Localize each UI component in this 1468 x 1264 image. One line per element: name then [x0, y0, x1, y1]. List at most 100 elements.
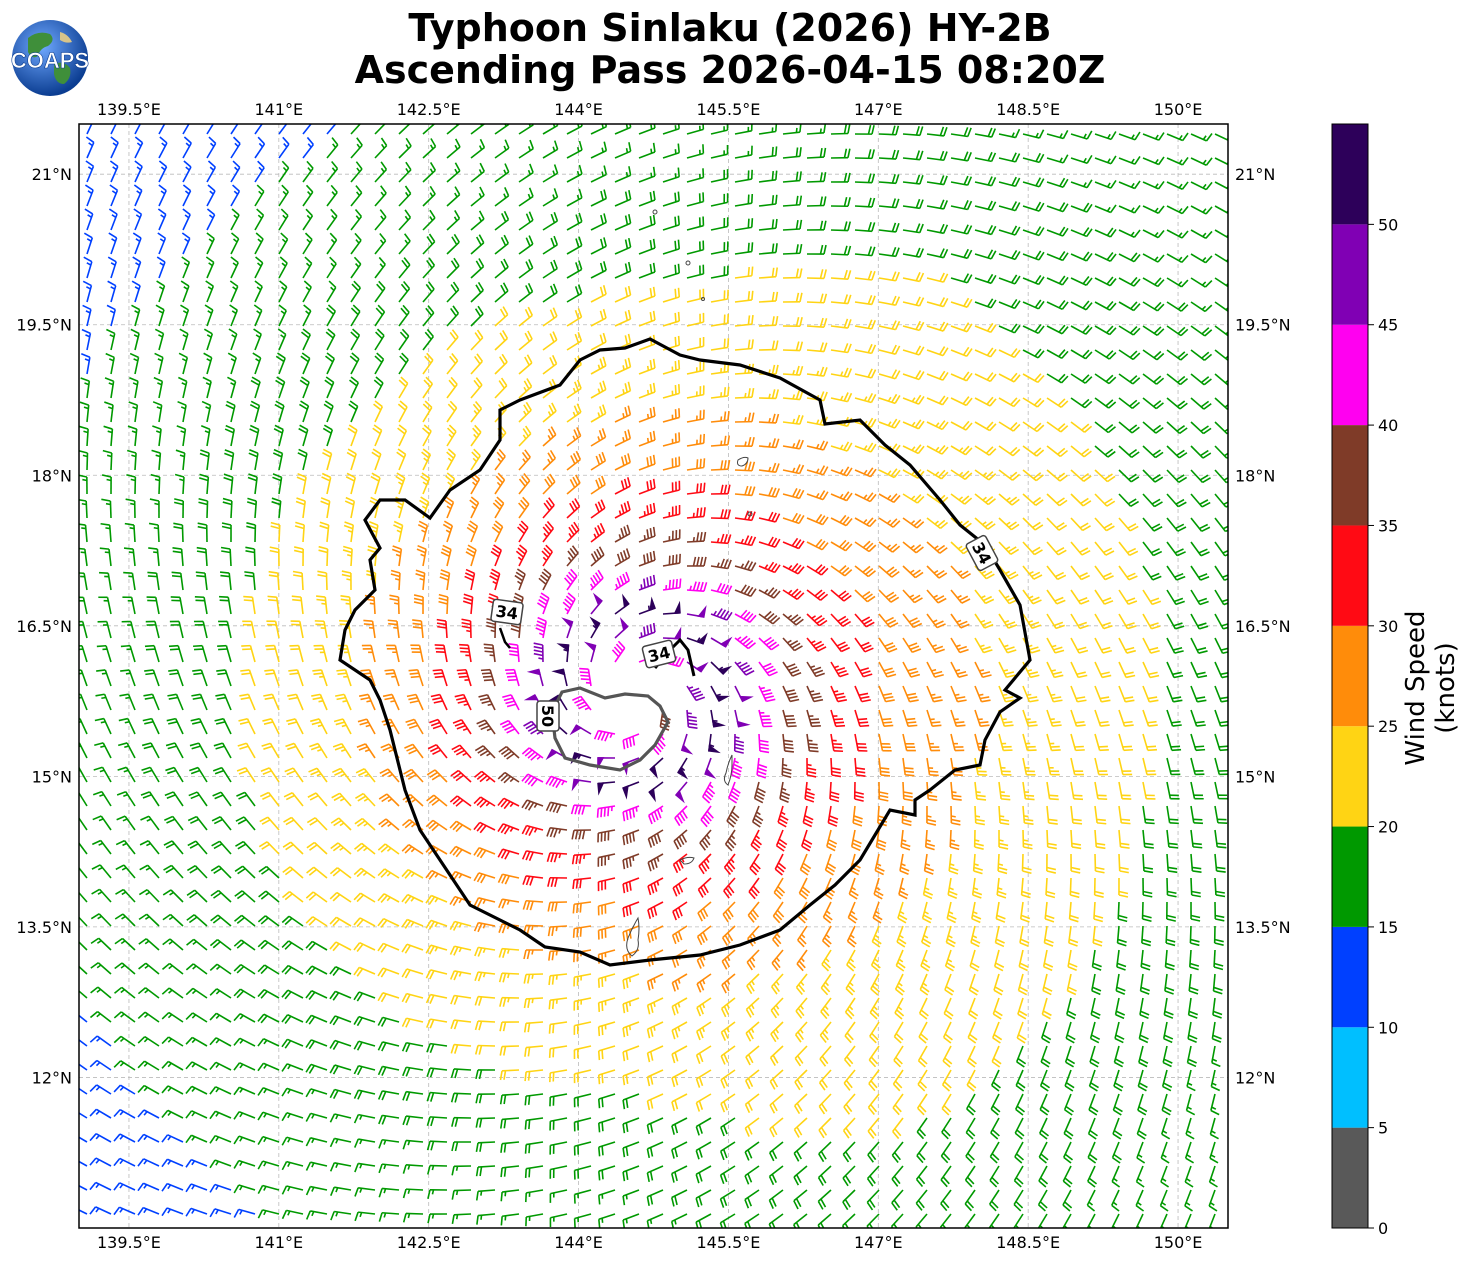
- wind-barb: [671, 1045, 688, 1064]
- wind-barb: [350, 232, 362, 255]
- wind-barb: [782, 292, 803, 303]
- wind-barb: [926, 709, 942, 727]
- wind-barb: [806, 465, 829, 476]
- wind-barb: [422, 305, 435, 327]
- wind-barb: [964, 1189, 976, 1212]
- axis-ticks: 139.5°E139.5°E141°E141°E142.5°E142.5°E14…: [16, 100, 1290, 1252]
- wind-barb: [456, 668, 472, 687]
- wind-barb: [1142, 829, 1154, 849]
- wind-barb: [921, 925, 932, 948]
- wind-barb: [541, 544, 553, 567]
- wind-barb: [244, 571, 256, 591]
- wind-barb: [494, 210, 510, 231]
- wind-barb: [164, 791, 184, 807]
- wind-barb: [1189, 925, 1200, 947]
- wind-barb: [79, 866, 88, 879]
- wind-barb: [518, 354, 533, 375]
- wind-barb: [871, 925, 882, 948]
- wind-barb: [206, 208, 216, 231]
- wind-barb: [622, 1189, 640, 1206]
- wind-barb: [998, 128, 1021, 139]
- wind-barb: [782, 637, 803, 652]
- wind-barb: [756, 757, 768, 779]
- wind-barb: [758, 291, 779, 303]
- wind-barb: [521, 799, 544, 811]
- wind-barb: [302, 256, 313, 279]
- wind-barb: [374, 161, 388, 183]
- colorbar-tick-label: 5: [1378, 1119, 1388, 1138]
- wind-barb: [1214, 325, 1228, 337]
- wind-barb: [590, 308, 607, 327]
- wind-barb: [1046, 781, 1059, 801]
- wind-barb: [1159, 1189, 1169, 1212]
- wind-barb: [1022, 421, 1045, 433]
- wind-barb: [797, 925, 808, 948]
- wind-barb: [1067, 949, 1078, 971]
- wind-barb: [95, 693, 112, 711]
- wind-barb: [518, 378, 533, 399]
- wind-barb: [116, 790, 136, 807]
- wind-barb: [974, 396, 997, 407]
- wind-barb: [998, 661, 1016, 679]
- wind-barb: [915, 1213, 928, 1228]
- wind-barb: [1188, 973, 1199, 995]
- wind-barb: [1022, 829, 1033, 850]
- wind-barb: [1142, 373, 1165, 385]
- wind-barb: [998, 323, 1021, 334]
- wind-barb: [329, 1113, 352, 1123]
- wind-barb: [397, 400, 408, 423]
- wind-barb: [782, 390, 804, 401]
- wind-barb: [1070, 589, 1090, 605]
- wind-barb: [542, 283, 558, 303]
- wind-barb: [733, 733, 745, 754]
- wind-barb: [894, 997, 905, 1020]
- wind-barb: [868, 1045, 880, 1068]
- wind-barb: [566, 236, 583, 255]
- title-line-2: Ascending Pass 2026-04-15 08:20Z: [354, 48, 1106, 92]
- wind-barb: [782, 317, 803, 328]
- wind-barb: [583, 641, 597, 663]
- contour-label: 34: [965, 534, 999, 572]
- wind-barb: [926, 517, 949, 530]
- wind-barb: [353, 941, 376, 952]
- wind-barb: [646, 1165, 664, 1183]
- wind-barb: [782, 588, 805, 600]
- wind-barb: [101, 474, 112, 495]
- wind-barb: [1022, 226, 1045, 237]
- wind-barb: [926, 420, 949, 431]
- wind-barb: [278, 136, 290, 159]
- wind-barb: [113, 1133, 136, 1143]
- wind-barb: [829, 781, 840, 803]
- wind-barb: [710, 313, 730, 327]
- wind-barb: [182, 208, 191, 231]
- wind-barb: [329, 1162, 352, 1172]
- wind-barb: [305, 1185, 328, 1196]
- wind-barb: [1166, 805, 1179, 825]
- wind-barb: [393, 520, 404, 543]
- wind-barb: [281, 989, 304, 1000]
- wind-barb: [189, 766, 208, 783]
- wind-barb: [734, 609, 757, 623]
- wind-barb: [1118, 637, 1136, 654]
- wind-barb: [358, 693, 376, 711]
- lon-tick-label-top: 148.5°E: [996, 100, 1060, 119]
- wind-barb: [161, 1085, 184, 1095]
- wind-barb: [113, 1206, 136, 1216]
- wind-barb: [199, 449, 210, 471]
- wind-barb: [646, 973, 664, 991]
- wind-barb: [597, 1117, 616, 1133]
- wind-barb: [1190, 205, 1213, 215]
- wind-barb: [723, 877, 736, 899]
- wind-barb: [902, 370, 925, 381]
- wind-barb: [134, 124, 142, 135]
- wind-barb: [597, 925, 616, 940]
- lat-tick-label-right: 18°N: [1235, 466, 1275, 485]
- wind-barb: [590, 261, 607, 279]
- wind-barb: [1093, 901, 1104, 923]
- wind-barb: [79, 990, 88, 999]
- wind-barb: [1086, 1213, 1096, 1228]
- wind-barb: [854, 685, 871, 703]
- coaps-logo: COAPS: [10, 18, 90, 98]
- wind-barb: [551, 668, 568, 687]
- wind-barb: [998, 469, 1021, 481]
